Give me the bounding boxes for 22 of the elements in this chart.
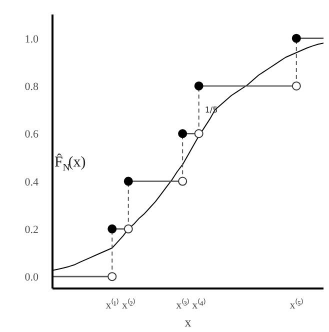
y-tick-label: 1.0 xyxy=(24,33,39,46)
x-axis-title: x xyxy=(184,314,192,330)
x-tick-label: x⁽⁵⁾ xyxy=(290,298,304,312)
y-tick-label: 0.8 xyxy=(24,80,39,93)
point xyxy=(292,34,301,43)
y-tick-label: 0.0 xyxy=(24,272,39,284)
y-tick-label: 0.6 xyxy=(24,128,39,141)
point xyxy=(124,176,133,186)
x-tick-label: x⁽³⁾ xyxy=(176,298,189,312)
x-tick-label: x⁽⁴⁾ xyxy=(192,298,206,312)
point xyxy=(292,81,301,90)
point xyxy=(124,224,133,234)
point xyxy=(194,129,204,138)
point xyxy=(178,129,188,138)
point xyxy=(108,272,117,282)
y-tick-label: 0.4 xyxy=(24,176,39,188)
point xyxy=(108,224,117,234)
point xyxy=(194,81,204,90)
y-tick-label: 0.2 xyxy=(24,224,38,236)
x-tick-label: x⁽¹⁾ xyxy=(106,298,119,312)
point xyxy=(178,176,188,186)
x-tick-label: x⁽²⁾ xyxy=(122,298,135,312)
